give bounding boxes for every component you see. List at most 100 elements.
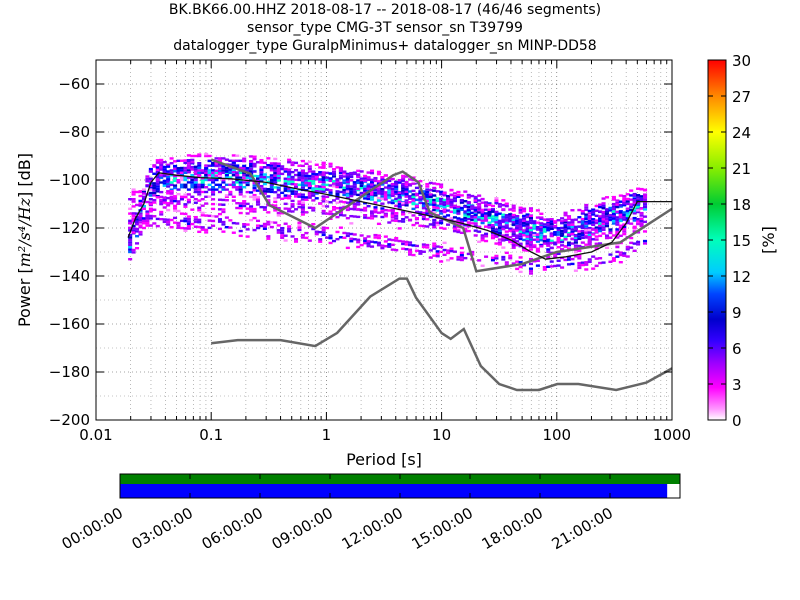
heatmap-cell [508,239,513,242]
heatmap-cell [131,227,136,230]
heatmap-cell [197,199,202,202]
heatmap-cell [618,210,623,213]
heatmap-cell [511,223,516,226]
heatmap-cell [604,234,610,237]
heatmap-cell [159,168,164,171]
heatmap-cell [383,240,388,243]
heatmap-cell [397,181,402,184]
heatmap-cell [162,168,167,171]
heatmap-cell [221,188,226,191]
heatmap-cell [435,206,440,210]
heatmap-cell [473,210,478,213]
heatmap-cell [556,231,561,234]
heatmap-cell [573,238,578,242]
heatmap-cell [591,238,596,241]
heatmap-cell [145,224,150,227]
heatmap-cell [304,179,309,182]
heatmap-cell [504,218,509,222]
heatmap-cell [397,220,402,223]
heatmap-cell [373,191,378,195]
heatmap-cell [304,196,309,199]
heatmap-cell [594,219,599,222]
heatmap-cell [204,186,209,189]
heatmap-cell [349,185,354,188]
heatmap-cell [162,206,167,209]
heatmap-cell [380,246,385,250]
heatmap-cell [522,219,527,222]
heatmap-cell [636,220,641,223]
heatmap-cell [463,190,468,193]
heatmap-cell [622,211,627,214]
heatmap-cell [615,218,620,221]
heatmap-cell [331,175,337,178]
heatmap-cell [618,224,623,227]
heatmap-cell [262,187,267,191]
heatmap-cell [401,189,406,192]
heatmap-cell [276,193,281,197]
heatmap-cell [135,234,140,238]
heatmap-cell [304,177,309,180]
heatmap-cell [425,193,430,196]
heatmap-cell [618,200,623,203]
heatmap-cell [615,220,620,224]
heatmap-cell [566,243,572,247]
heatmap-cell [539,226,544,229]
heatmap-cell [376,172,381,176]
heatmap-cell [470,222,475,225]
grid [96,60,672,420]
heatmap-cell [383,215,388,218]
heatmap-cell [173,186,178,190]
heatmap-cell [152,222,157,225]
heatmap-cell [428,200,433,204]
heatmap-cell [601,202,606,205]
heatmap-cell [255,189,261,192]
heatmap-cell [480,219,485,222]
heatmap-cell [511,234,516,237]
heatmap-cell [404,248,409,251]
heatmap-cell [549,239,554,243]
heatmap-cell [131,205,136,208]
heatmap-cell [390,243,395,247]
heatmap-cell [183,186,188,189]
heatmap-cell [546,244,551,247]
heatmap-cell [328,236,333,240]
heatmap-cell [235,176,240,179]
heatmap-cell [128,207,133,210]
heatmap-cell [494,216,499,219]
heatmap-cell [300,179,305,182]
heatmap-cell [152,201,157,204]
heatmap-cell [446,209,451,212]
heatmap-cell [518,218,523,221]
heatmap-cell [176,226,181,229]
heatmap-cell [587,235,592,239]
heatmap-cell [311,227,316,231]
heatmap-cell [501,239,506,242]
heatmap-cell [480,213,485,216]
heatmap-cell [273,162,278,165]
heatmap-cell [349,194,354,198]
heatmap-cell [307,184,312,187]
heatmap-cell [190,186,195,189]
heatmap-cell [331,208,337,211]
heatmap-cell [411,214,416,217]
heatmap-cell [629,208,634,212]
heatmap-cell [542,235,547,238]
heatmap-cell [193,201,198,204]
heatmap-cell [352,233,357,236]
heatmap-cell [418,211,423,214]
heatmap-cell [383,213,388,217]
heatmap-cell [604,236,610,240]
heatmap-cell [135,190,140,194]
heatmap-cell [366,195,371,198]
heatmap-cell [266,195,271,198]
heatmap-cell [611,257,616,260]
heatmap-cell [622,202,627,205]
heatmap-cell [425,212,430,215]
heatmap-cell [376,234,381,237]
heatmap-cell [224,158,229,161]
heatmap-cell [349,171,354,175]
heatmap-cell [207,226,212,230]
heatmap-cell [235,206,240,210]
heatmap-cell [273,164,278,168]
heatmap-cell [197,171,202,174]
